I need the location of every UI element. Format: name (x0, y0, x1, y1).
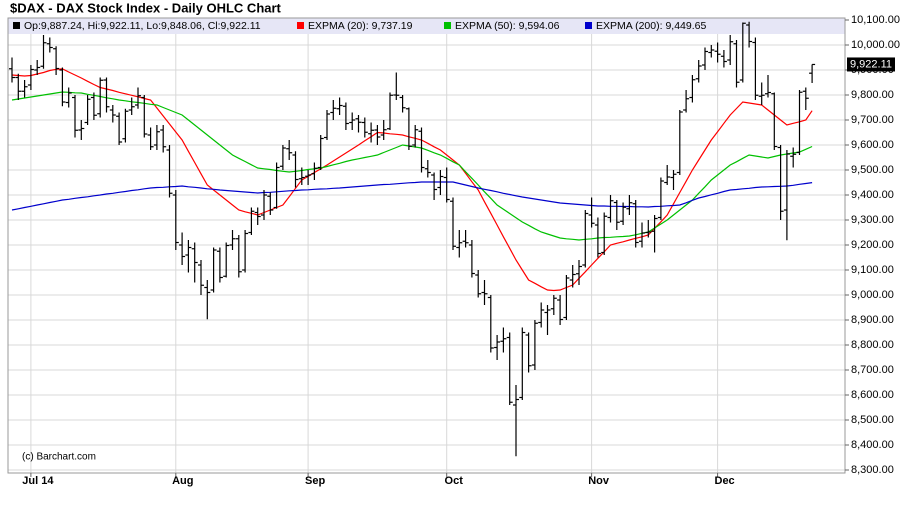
legend-label: EXPMA (200): 9,449.65 (596, 20, 706, 32)
y-tick-label: 8,400.00 (851, 439, 894, 451)
y-tick-label: 8,500.00 (851, 414, 894, 426)
legend-label: Op:9,887.24, Hi:9,922.11, Lo:9,848.06, C… (24, 20, 261, 32)
y-tick-label: 9,600.00 (851, 139, 894, 151)
last-price-label: 9,922.11 (850, 58, 892, 70)
y-tick-label: 9,500.00 (851, 164, 894, 176)
legend-swatch (297, 22, 304, 29)
legend-label: EXPMA (50): 9,594.06 (455, 20, 560, 32)
y-tick-label: 9,200.00 (851, 239, 894, 251)
y-tick-label: 9,800.00 (851, 89, 894, 101)
legend-bar (8, 18, 845, 34)
y-tick-label: 10,000.00 (851, 39, 900, 51)
ema-line (11, 91, 813, 241)
legend-swatch (585, 22, 592, 29)
ema-line (11, 181, 813, 211)
y-tick-label: 10,100.00 (851, 14, 900, 26)
ema-line (11, 68, 813, 292)
y-tick-label: 8,700.00 (851, 364, 894, 376)
legend-swatch (444, 22, 451, 29)
x-tick-label: Sep (305, 475, 325, 487)
y-tick-label: 9,400.00 (851, 189, 894, 201)
y-tick-label: 9,100.00 (851, 264, 894, 276)
grid (8, 19, 845, 473)
chart-title: $DAX - DAX Stock Index - Daily OHLC Char… (10, 0, 282, 15)
watermark: (c) Barchart.com (22, 452, 96, 463)
y-tick-label: 9,300.00 (851, 214, 894, 226)
x-tick-label: Dec (715, 475, 735, 487)
y-tick-label: 8,800.00 (851, 339, 894, 351)
x-tick-label: Aug (172, 475, 193, 487)
y-tick-label: 9,000.00 (851, 289, 894, 301)
y-tick-label: 8,900.00 (851, 314, 894, 326)
legend-label: EXPMA (20): 9,737.19 (308, 20, 413, 32)
y-tick-label: 8,300.00 (851, 464, 894, 476)
legend-swatch (13, 22, 20, 29)
x-tick-label: Jul 14 (22, 475, 54, 487)
x-tick-label: Nov (588, 475, 610, 487)
y-tick-label: 8,600.00 (851, 389, 894, 401)
y-tick-label: 9,700.00 (851, 114, 894, 126)
last-price-box (847, 57, 895, 72)
x-tick-label: Oct (445, 475, 464, 487)
